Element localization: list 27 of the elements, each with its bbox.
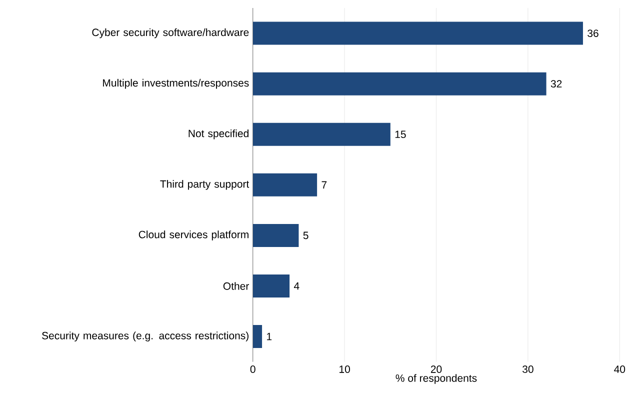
y-tick-label: Cloud services platform — [138, 230, 248, 240]
bar — [252, 22, 583, 45]
data-label: 7 — [322, 181, 327, 189]
bar — [252, 122, 390, 146]
bar — [252, 72, 546, 96]
x-tick-label: 40 — [614, 366, 626, 374]
y-tick-label: Third party support — [160, 180, 250, 190]
bar — [252, 274, 290, 298]
x-tick-label: 20 — [430, 366, 442, 374]
y-tick-label: Multiple investments/responses — [103, 79, 249, 89]
x-tick-label: 0 — [250, 366, 256, 374]
bar — [252, 174, 318, 197]
x-tick-label: 10 — [340, 366, 350, 374]
x-axis-title: % of respondents — [396, 374, 477, 384]
data-label: 15 — [395, 130, 406, 138]
y-tick-label: Other — [223, 282, 249, 290]
data-label: 36 — [588, 30, 598, 38]
x-tick-label: 30 — [522, 366, 534, 374]
y-tick-label: Cyber security software/hardware — [92, 28, 249, 38]
data-label: 32 — [550, 80, 562, 88]
y-tick-label: Security measures (e.g. access restrictions) — [42, 332, 248, 342]
data-label: 5 — [303, 232, 308, 240]
data-label: 4 — [294, 282, 300, 290]
y-tick-label: Not specified — [188, 130, 248, 140]
bar — [252, 325, 262, 348]
bar — [252, 224, 299, 248]
data-label: 1 — [267, 333, 272, 340]
